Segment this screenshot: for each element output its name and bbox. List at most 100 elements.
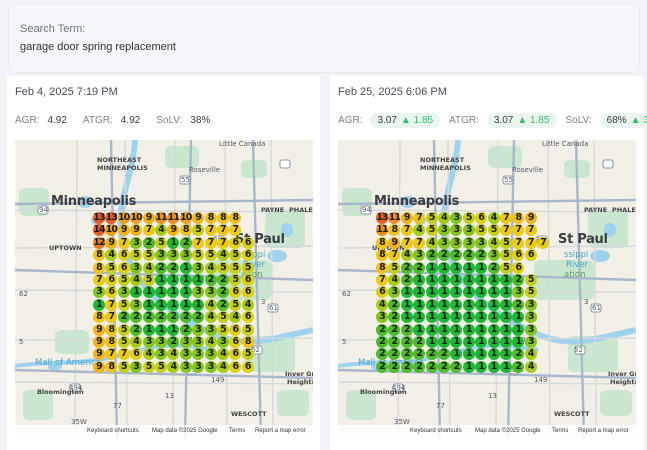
grid-point[interactable]: 2 — [400, 323, 413, 336]
grid-point[interactable]: 1 — [167, 323, 180, 336]
grid-point[interactable]: 4 — [167, 360, 180, 373]
grid-point[interactable]: 8 — [229, 212, 242, 224]
grid-point[interactable]: 1 — [462, 360, 475, 373]
grid-point[interactable]: 2 — [450, 249, 463, 262]
grid-point[interactable]: 5 — [192, 249, 205, 262]
grid-point[interactable]: 2 — [413, 336, 426, 348]
grid-point[interactable]: 1 — [155, 323, 167, 336]
grid-point[interactable]: 2 — [425, 348, 438, 361]
grid-point[interactable]: 5 — [229, 249, 242, 262]
grid-point[interactable]: 2 — [512, 360, 525, 373]
grid-point[interactable]: 2 — [179, 311, 192, 324]
grid-point[interactable]: 1 — [425, 298, 438, 311]
grid-point[interactable]: 8 — [376, 249, 388, 262]
grid-point[interactable]: 14 — [93, 224, 106, 237]
grid-point[interactable]: 5 — [217, 311, 229, 324]
grid-point[interactable]: 2 — [167, 261, 180, 274]
grid-point[interactable]: 9 — [105, 236, 118, 249]
grid-point[interactable]: 2 — [217, 274, 229, 286]
grid-point[interactable]: 4 — [400, 249, 413, 262]
grid-point[interactable]: 9 — [388, 236, 401, 249]
grid-point[interactable]: 3 — [155, 249, 167, 262]
grid-point[interactable]: 1 — [487, 336, 500, 348]
keyboard-shortcuts-link[interactable]: Keyboard shortcuts — [410, 428, 462, 434]
grid-point[interactable]: 3 — [192, 348, 205, 361]
grid-point[interactable]: 4 — [217, 348, 229, 361]
grid-point[interactable]: 1 — [500, 274, 512, 286]
grid-point[interactable]: 4 — [155, 224, 167, 237]
grid-point[interactable]: 1 — [413, 298, 426, 311]
grid-point[interactable]: 2 — [388, 311, 401, 324]
grid-point[interactable]: 4 — [438, 212, 450, 224]
grid-point[interactable]: 10 — [130, 212, 143, 224]
grid-point[interactable]: 3 — [512, 286, 525, 299]
grid-point[interactable]: 3 — [142, 336, 155, 348]
grid-point[interactable]: 8 — [241, 336, 254, 348]
grid-point[interactable]: 5 — [241, 323, 254, 336]
grid-point[interactable]: 2 — [179, 323, 192, 336]
grid-point[interactable]: 5 — [105, 261, 118, 274]
grid-point[interactable]: 3 — [413, 249, 426, 262]
grid-point[interactable]: 6 — [241, 274, 254, 286]
grid-point[interactable]: 7 — [142, 224, 155, 237]
grid-point[interactable]: 7 — [512, 224, 525, 237]
grid-point[interactable]: 2 — [512, 298, 525, 311]
grid-point[interactable]: 4 — [229, 311, 242, 324]
grid-point[interactable]: 4 — [217, 249, 229, 262]
grid-point[interactable]: 1 — [475, 348, 488, 361]
keyboard-shortcuts-link[interactable]: Keyboard shortcuts — [87, 428, 139, 434]
grid-point[interactable]: 9 — [93, 323, 105, 336]
grid-point[interactable]: 1 — [438, 286, 450, 299]
grid-point[interactable]: 1 — [487, 323, 500, 336]
grid-point[interactable]: 1 — [450, 348, 463, 361]
grid-point[interactable]: 1 — [475, 274, 488, 286]
grid-point[interactable]: 2 — [413, 261, 426, 274]
grid-point[interactable]: 5 — [117, 360, 130, 373]
grid-point[interactable]: 1 — [500, 348, 512, 361]
grid-point[interactable]: 7 — [217, 224, 229, 237]
grid-point[interactable]: 4 — [204, 311, 217, 324]
grid-point[interactable]: 2 — [155, 311, 167, 324]
grid-point[interactable]: 3 — [130, 236, 143, 249]
grid-point[interactable]: 5 — [524, 274, 537, 286]
grid-point[interactable]: 7 — [413, 236, 426, 249]
grid-point[interactable]: 5 — [241, 348, 254, 361]
grid-point[interactable]: 13 — [376, 212, 389, 224]
grid-point[interactable]: 7 — [388, 249, 401, 262]
grid-point[interactable]: 1 — [462, 348, 475, 361]
grid-point[interactable]: 9 — [130, 224, 143, 237]
grid-point[interactable]: 8 — [105, 323, 118, 336]
grid-point[interactable]: 6 — [241, 249, 254, 262]
grid-point[interactable]: 1 — [487, 360, 500, 373]
grid-point[interactable]: 1 — [93, 298, 105, 311]
grid-point[interactable]: 3 — [93, 286, 105, 299]
grid-point[interactable]: 3 — [179, 360, 192, 373]
grid-point[interactable]: 2 — [179, 236, 192, 249]
grid-point[interactable]: 3 — [179, 348, 192, 361]
grid-point[interactable]: 4 — [204, 261, 217, 274]
grid-point[interactable]: 1 — [167, 236, 180, 249]
grid-point[interactable]: 2 — [413, 360, 426, 373]
grid-point[interactable]: 3 — [192, 336, 205, 348]
rank-grid-map[interactable]: Little Canada Roseville NORTHEAST MINNEAPOL… — [338, 140, 636, 438]
grid-point[interactable]: 5 — [487, 224, 500, 237]
grid-point[interactable]: 7 — [105, 311, 118, 324]
grid-point[interactable]: 1 — [500, 311, 512, 324]
grid-point[interactable]: 3 — [130, 298, 143, 311]
grid-point[interactable]: 7 — [204, 236, 217, 249]
grid-point[interactable]: 7 — [524, 224, 537, 237]
grid-point[interactable]: 1 — [475, 286, 488, 299]
grid-point[interactable]: 3 — [388, 286, 401, 299]
grid-point[interactable]: 6 — [229, 236, 242, 249]
grid-point[interactable]: 7 — [105, 298, 118, 311]
grid-point[interactable]: 2 — [388, 298, 401, 311]
grid-point[interactable]: 3 — [179, 336, 192, 348]
grid-point[interactable]: 1 — [487, 286, 500, 299]
grid-point[interactable]: 8 — [388, 224, 401, 237]
grid-point[interactable]: 1 — [450, 298, 463, 311]
grid-point[interactable]: 1 — [179, 298, 192, 311]
grid-point[interactable]: 2 — [142, 236, 155, 249]
grid-point[interactable]: 5 — [462, 212, 475, 224]
grid-point[interactable]: 3 — [192, 286, 205, 299]
grid-point[interactable]: 3 — [524, 311, 537, 324]
